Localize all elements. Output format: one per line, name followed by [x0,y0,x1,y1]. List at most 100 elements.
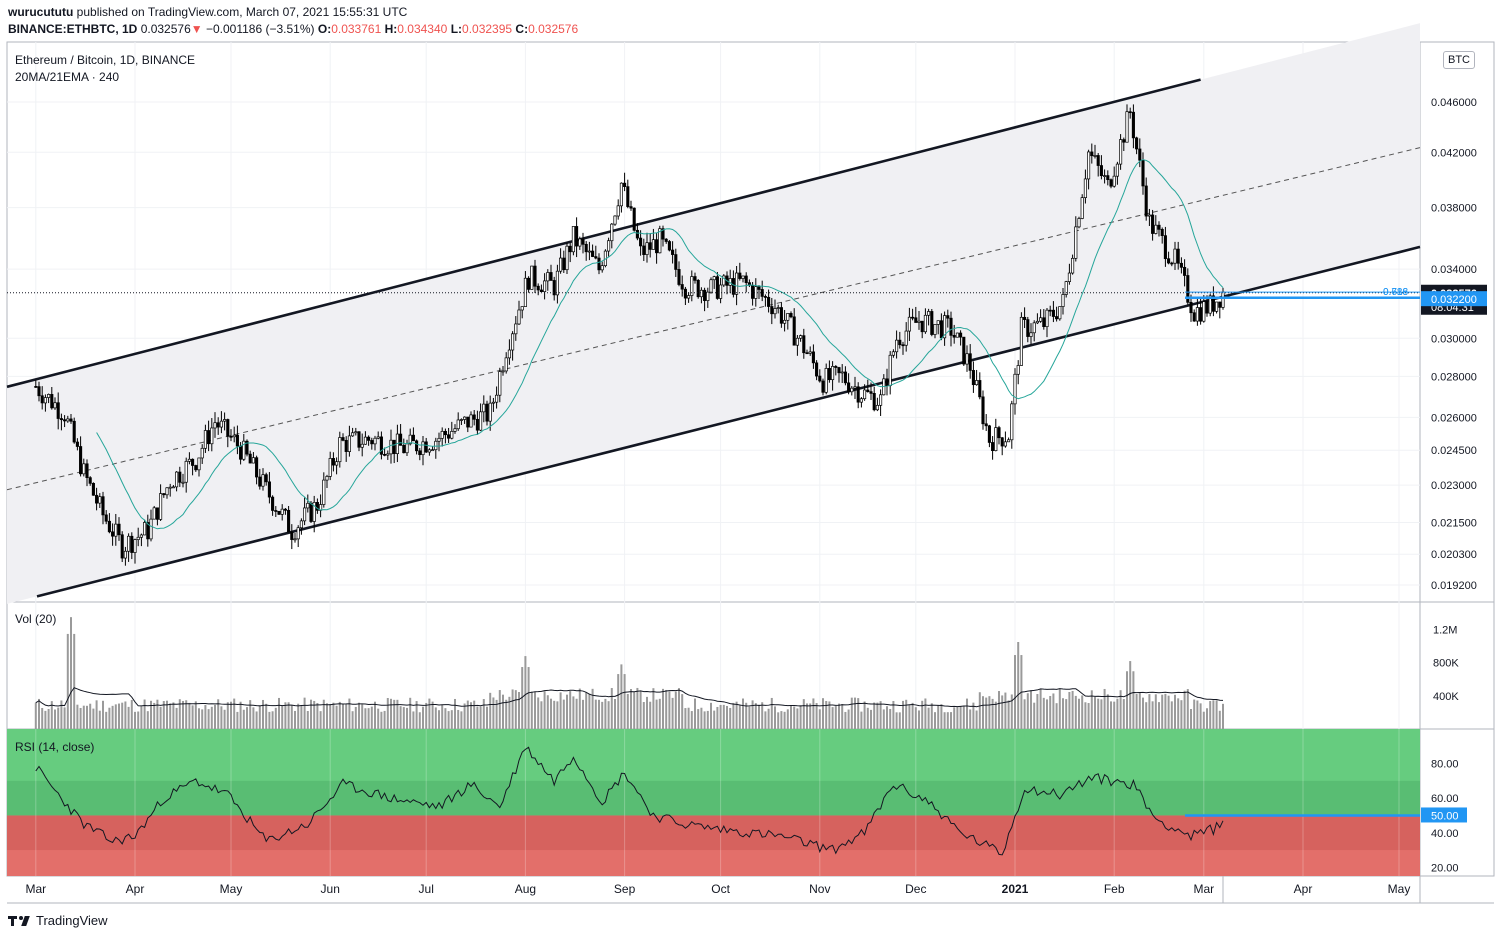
currency-tag[interactable]: BTC [1443,51,1475,69]
volume-bar [636,687,639,729]
volume-bar [249,700,252,729]
candle-body [1099,165,1103,177]
candle-body [815,362,819,377]
volume-bar [582,699,584,729]
volume-bar [166,700,168,729]
candle-body [549,272,553,281]
candle-body [504,357,508,372]
volume-bar [950,712,952,729]
volume-bar [524,656,527,729]
volume-bar [841,704,844,729]
candle-body [555,270,559,296]
rsi-line [35,746,1224,856]
volume-bar [284,702,287,729]
candle-body [847,382,851,393]
volume-bar [422,706,424,729]
candle-body [437,437,441,442]
volume-bar [374,701,376,729]
close-label: C: [515,22,529,36]
candle-body [229,435,233,438]
candle-body [1093,155,1097,157]
volume-bar [1001,695,1004,729]
volume-bar [1046,699,1048,729]
candle-body [1176,248,1180,264]
volume-bar [825,700,828,729]
volume-bar [812,698,815,729]
volume-bar [742,698,744,729]
volume-bar [930,703,933,729]
volume-bar [271,711,274,729]
candle-body [104,514,108,522]
time-tick-label: May [220,882,243,896]
candle-body [939,320,943,339]
candle-body [91,482,95,496]
candle-body [911,316,915,319]
volume-bar [127,706,130,729]
volume-bar [214,704,216,729]
volume-bar [108,707,111,729]
volume-bar [617,674,620,729]
candle-body [907,316,911,332]
volume-bar [137,711,140,729]
volume-bar [780,711,783,729]
candle-body [463,416,467,420]
candle-body [283,508,287,511]
volume-bar [326,703,328,729]
candle-body [517,309,521,325]
time-tick-label: Jun [321,882,340,896]
candle-body [1173,248,1177,264]
candle-body [562,257,566,271]
candle-body [447,434,451,439]
candle-body [731,278,735,295]
candle-body [389,439,393,455]
volume-bar [1158,702,1160,729]
ohlc-header: BINANCE:ETHBTC, 1D 0.032576▼ −0.001186 (… [8,22,578,36]
volume-bar [342,703,344,729]
candle-body [370,440,374,445]
volume-bar [646,696,648,729]
candles-group [34,104,1225,566]
volume-bar [505,699,508,729]
publisher-name[interactable]: wurucututu [8,5,74,19]
volume-bar [751,700,754,729]
rsi-tick-label: 20.00 [1431,862,1459,874]
volume-bar [1164,693,1167,729]
volume-bar [652,688,655,729]
volume-bar [649,701,652,729]
candle-body [159,493,163,520]
time-tick-label: 2021 [1002,882,1029,896]
volume-bar [1151,701,1154,729]
candle-body [1170,262,1174,265]
volume-bar [361,704,364,729]
volume-bar [527,667,530,729]
volume-bar [735,701,738,729]
volume-bar [578,688,581,729]
candle-body [130,535,134,553]
candle-body [450,431,454,439]
candle-body [149,518,153,540]
candle-body [565,245,569,271]
volume-bar [412,711,415,729]
volume-bar [610,688,613,729]
volume-bar [956,707,959,729]
volume-bar [684,708,687,729]
volume-bar [434,707,437,729]
volume-bar [1167,695,1170,729]
candle-body [552,280,556,296]
volume-bar [850,697,853,729]
candle-body [162,493,166,496]
volume-bar [1058,688,1061,729]
volume-bar [114,704,117,729]
candle-body [245,440,249,455]
candle-body [392,439,396,455]
time-tick-label: Mar [1193,882,1214,896]
candle-body [763,296,767,298]
volume-bar [982,696,984,729]
volume-bar [620,664,623,729]
candle-body [309,502,313,522]
candle-body [1019,316,1023,366]
price-tick-label: 0.023000 [1431,480,1477,492]
candle-body [527,277,531,290]
volume-bar [191,705,194,729]
